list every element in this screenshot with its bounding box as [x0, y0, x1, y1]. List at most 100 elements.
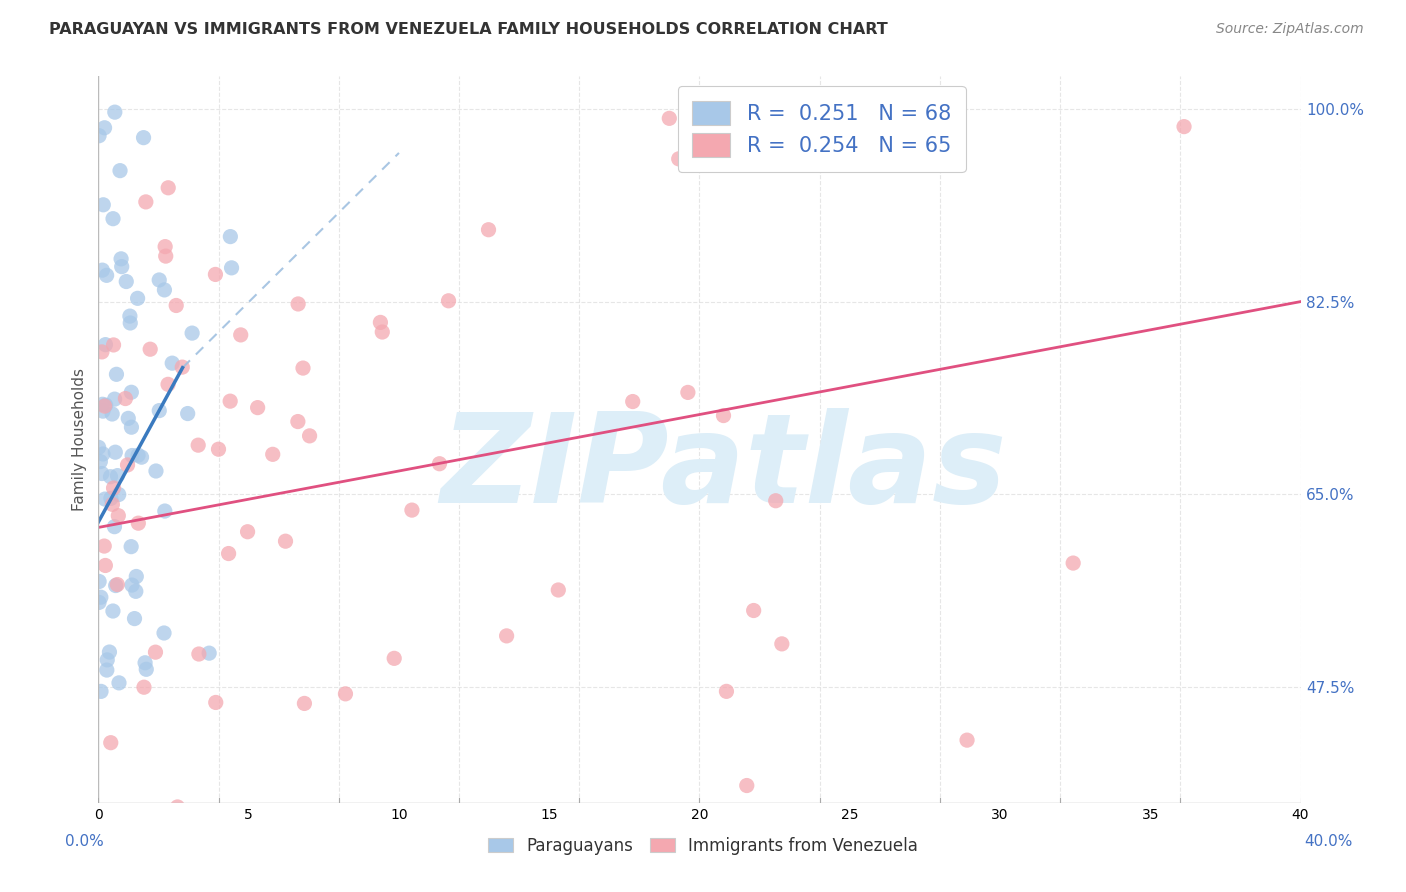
Point [104, 578, 127, 592]
Point [145, 645, 167, 659]
Point [219, 229, 242, 244]
Point [90, 344, 112, 359]
Point [148, 403, 170, 417]
Point [120, 385, 142, 400]
Point [87, 441, 110, 455]
Point [246, 401, 269, 415]
Point [108, 676, 131, 690]
Point [134, 656, 156, 670]
Point [187, 438, 209, 452]
Point [91, 198, 114, 212]
Point [121, 449, 143, 463]
Point [382, 651, 405, 665]
Point [111, 260, 134, 274]
Point [770, 637, 793, 651]
Point [153, 283, 176, 297]
Point [135, 194, 157, 209]
Point [668, 152, 690, 166]
Point [87, 595, 110, 609]
Point [335, 687, 357, 701]
Point [401, 503, 423, 517]
Point [1062, 556, 1084, 570]
Point [429, 457, 451, 471]
Point [94, 558, 117, 573]
Point [437, 293, 460, 308]
Point [117, 411, 139, 425]
Point [98, 645, 121, 659]
Point [153, 626, 176, 640]
Point [104, 105, 127, 120]
Point [124, 611, 146, 625]
Point [107, 508, 129, 523]
Point [145, 464, 167, 478]
Point [94, 398, 117, 412]
Point [735, 779, 758, 793]
Point [716, 684, 738, 698]
Point [120, 540, 142, 554]
Point [100, 469, 122, 483]
Point [676, 385, 699, 400]
Point [547, 582, 569, 597]
Point [93, 539, 115, 553]
Point [148, 273, 170, 287]
Point [292, 361, 315, 376]
Point [132, 680, 155, 694]
Point [765, 493, 787, 508]
Point [125, 584, 148, 599]
Point [157, 181, 180, 195]
Point [370, 315, 392, 329]
Point [139, 342, 162, 356]
Point [94, 337, 117, 351]
Point [157, 377, 180, 392]
Point [204, 696, 226, 710]
Text: Source: ZipAtlas.com: Source: ZipAtlas.com [1216, 22, 1364, 37]
Point [176, 407, 198, 421]
Point [103, 519, 125, 533]
Point [103, 481, 125, 495]
Point [100, 491, 122, 506]
Point [1173, 120, 1195, 134]
Point [125, 569, 148, 583]
Point [91, 447, 114, 461]
Point [204, 268, 226, 282]
Point [160, 356, 183, 370]
Point [236, 524, 259, 539]
Point [104, 392, 127, 406]
Point [93, 399, 115, 413]
Point [658, 112, 681, 126]
Point [103, 338, 125, 352]
Point [105, 368, 128, 382]
Point [91, 404, 114, 418]
Point [87, 128, 110, 143]
Point [221, 260, 243, 275]
Point [153, 239, 176, 253]
Point [207, 442, 229, 457]
Point [87, 574, 110, 589]
Point [218, 547, 240, 561]
Point [956, 733, 979, 747]
Point [181, 326, 204, 340]
Point [107, 487, 129, 501]
Point [132, 130, 155, 145]
Point [101, 604, 124, 618]
Point [477, 223, 499, 237]
Point [101, 497, 124, 511]
Text: 40.0%: 40.0% [1305, 834, 1353, 849]
Point [153, 504, 176, 518]
Point [287, 297, 309, 311]
Point [298, 429, 321, 443]
Text: PARAGUAYAN VS IMMIGRANTS FROM VENEZUELA FAMILY HOUSEHOLDS CORRELATION CHART: PARAGUAYAN VS IMMIGRANTS FROM VENEZUELA … [49, 22, 889, 37]
Point [127, 448, 149, 462]
Point [120, 316, 142, 330]
Point [135, 662, 157, 676]
Point [96, 653, 118, 667]
Point [274, 534, 297, 549]
Point [166, 800, 188, 814]
Point [371, 325, 394, 339]
Point [131, 450, 153, 465]
Text: ZIPatlas: ZIPatlas [440, 408, 1007, 529]
Point [742, 603, 765, 617]
Point [90, 684, 112, 698]
Point [118, 309, 141, 323]
Point [621, 394, 644, 409]
